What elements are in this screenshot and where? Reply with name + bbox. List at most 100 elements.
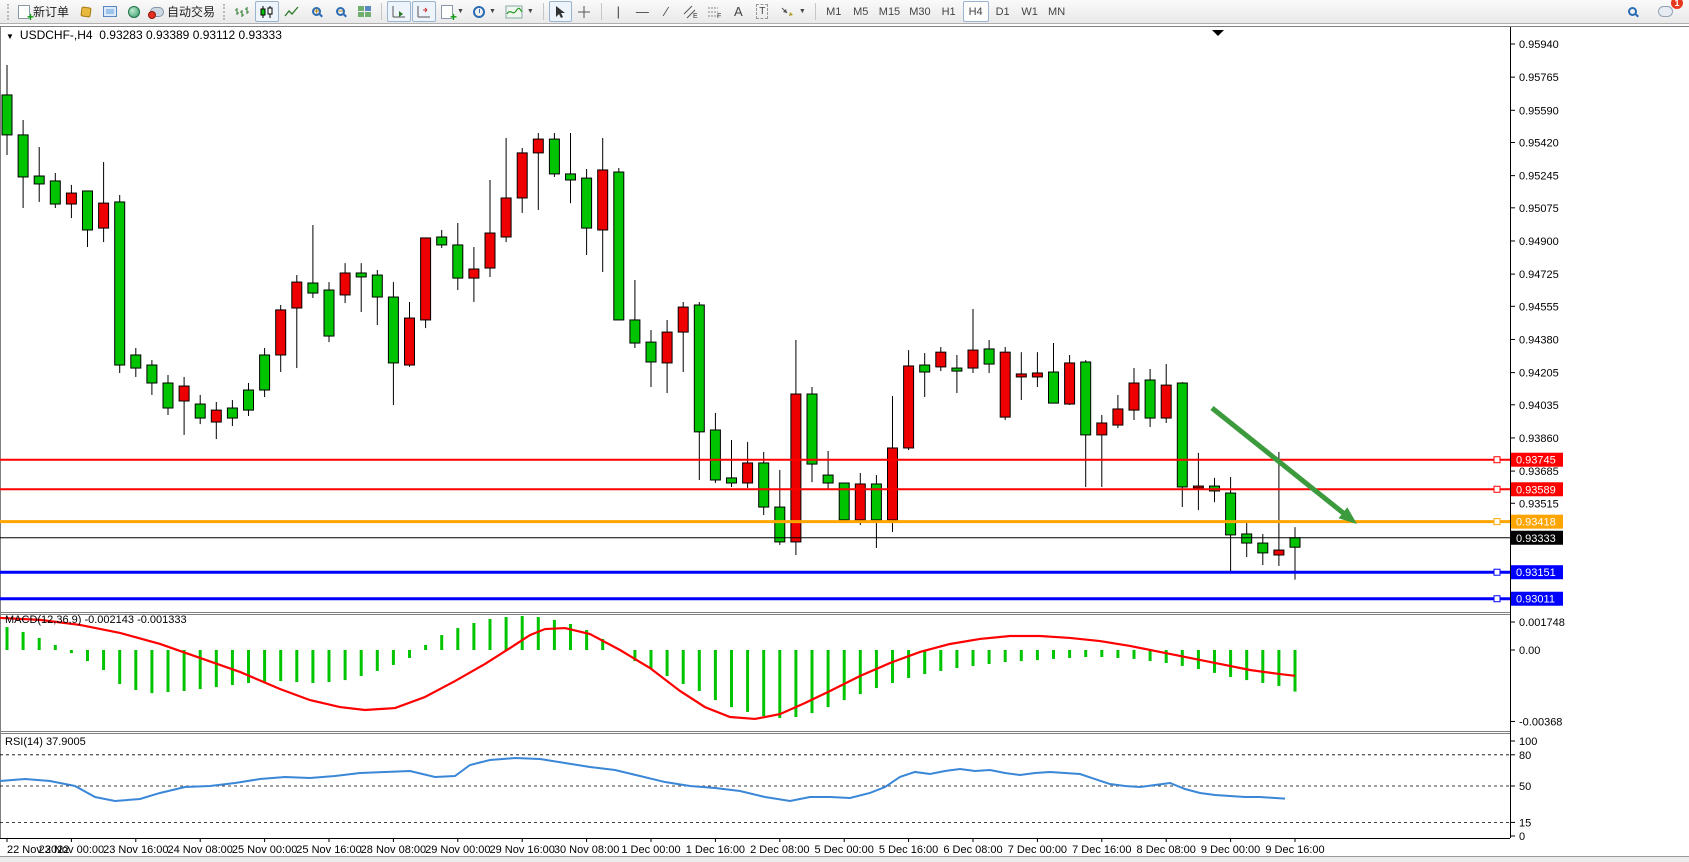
timeframe-d1[interactable]: D1 [995,5,1010,18]
candle-body[interactable] [420,237,432,321]
line-anchor[interactable] [1493,485,1501,493]
line-anchor[interactable] [1493,518,1501,526]
candle-body[interactable] [548,138,560,175]
candle-body[interactable] [806,393,818,465]
candle-body[interactable] [484,232,496,269]
market-watch-button[interactable] [98,1,121,22]
period-dropdown[interactable]: ▼ [469,1,500,22]
toolbar-grip[interactable] [223,3,226,20]
text-tool[interactable]: A [727,1,750,22]
candle-body[interactable] [677,306,689,333]
timeframe-w1[interactable]: W1 [1021,5,1038,18]
candle-body[interactable] [226,407,238,419]
candle-body[interactable] [951,367,963,372]
timeframe-m5[interactable]: M5 [853,5,869,18]
timeframe-m30[interactable]: M30 [909,5,931,18]
autotrade-button[interactable]: 自动交易 [146,1,219,22]
candle-body[interactable] [1225,492,1237,536]
candle-body[interactable] [1192,485,1204,489]
candle-body[interactable] [1144,379,1156,419]
notifications-button[interactable]: 1 [1654,0,1683,22]
candle-body[interactable] [790,393,802,543]
timeframe-mn[interactable]: MN [1048,5,1066,18]
candle-body[interactable] [516,152,528,199]
crosshair-tool-button[interactable] [573,1,596,22]
candle-body[interactable] [436,236,448,246]
candle-body[interactable] [1031,372,1043,378]
candle-body[interactable] [291,281,303,309]
candle-body[interactable] [742,462,754,484]
candle-body[interactable] [983,348,995,365]
candle-body[interactable] [870,483,882,521]
candle-body[interactable] [887,447,898,521]
candle-body[interactable] [82,190,93,231]
candle-body[interactable] [1064,362,1076,405]
candle-body[interactable] [709,429,721,481]
line-anchor[interactable] [1493,568,1501,576]
candle-body[interactable] [693,304,705,433]
candle-body[interactable] [49,180,61,205]
timeframe-h1[interactable]: H1 [941,5,956,18]
auto-scroll-button[interactable] [387,1,412,22]
trendline-tool[interactable]: ∕ [655,1,678,22]
candle-body[interactable] [774,506,786,543]
line-chart-button[interactable] [280,1,304,22]
new-chart-dropdown[interactable]: + ▼ [437,1,468,23]
candle-body[interactable] [194,403,206,419]
candle-body[interactable] [1080,361,1092,436]
arrows-dropdown[interactable]: ▼ [775,1,810,22]
candle-body[interactable] [130,354,142,369]
candle-body[interactable] [629,319,641,344]
candle-body[interactable] [597,169,609,231]
toolbar-grip[interactable] [7,3,10,20]
candle-body[interactable] [645,341,657,363]
navigator-button[interactable] [122,1,145,22]
candle-body[interactable] [468,268,480,279]
candle-body[interactable] [1,94,13,136]
candle-body[interactable] [178,385,190,402]
candle-body[interactable] [1112,408,1124,426]
line-anchor[interactable] [1493,595,1501,603]
candle-body[interactable] [33,175,45,185]
candle-body[interactable] [726,477,737,484]
candle-body[interactable] [532,138,544,154]
search-button[interactable] [1621,1,1644,22]
candle-body[interactable] [17,134,29,178]
candle-body[interactable] [565,173,576,181]
trend-arrow[interactable] [1210,406,1357,524]
candle-body[interactable] [210,409,222,423]
shift-marker-icon[interactable] [1212,30,1224,36]
candle-body[interactable] [1128,382,1140,411]
candle-body[interactable] [146,364,158,384]
new-order-button[interactable]: + 新订单 [14,1,73,23]
data-window-button[interactable] [74,1,97,22]
fibonacci-tool[interactable]: F [703,1,726,22]
candle-body[interactable] [613,171,625,321]
candle-body[interactable] [581,177,593,229]
candle-body[interactable] [371,274,383,298]
candle-body[interactable] [114,201,126,366]
candle-body[interactable] [1160,384,1172,419]
price-line-objects[interactable]: 0.93745 0.93589 0.93418 0.93333 0.93151 0.930… [0,452,1563,606]
candle-body[interactable] [661,331,673,364]
candle-body[interactable] [355,272,367,278]
candle-body[interactable] [854,483,866,521]
candle-body[interactable] [1273,549,1285,556]
chart-canvas[interactable]: 0.95940 0.95765 0.95590 0.95420 0.95245 0.950… [0,24,1689,862]
candle-body[interactable] [500,197,512,238]
candle-body[interactable] [1176,382,1188,488]
candle-body[interactable] [162,382,174,409]
chart-window[interactable]: 0.95940 0.95765 0.95590 0.95420 0.95245 0.950… [0,24,1689,862]
bar-chart-button[interactable] [230,1,254,22]
candle-body[interactable] [1289,537,1301,548]
candle-body[interactable] [1048,371,1059,404]
candle-body[interactable] [903,365,915,449]
candle-body[interactable] [758,462,770,508]
candle-body[interactable] [999,351,1011,418]
candle-body[interactable] [404,317,415,366]
timeframe-h4[interactable]: H4 [962,1,989,22]
candle-body[interactable] [935,351,947,368]
candle-body[interactable] [387,296,399,364]
candle-body[interactable] [243,389,254,411]
horizontal-line-tool[interactable]: — [631,1,654,22]
